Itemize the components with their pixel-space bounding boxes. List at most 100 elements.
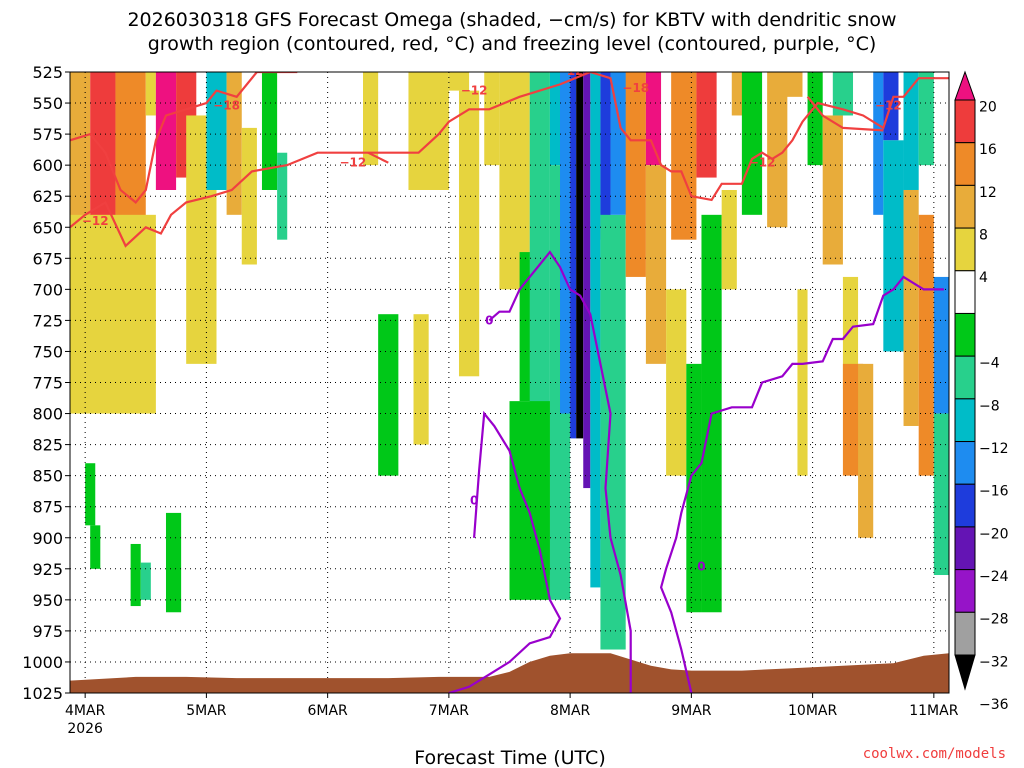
omega-cell: [363, 72, 379, 166]
omega-cell: [696, 72, 717, 178]
dgz-contour-label: −18: [622, 81, 649, 95]
terrain-fill: [70, 653, 949, 693]
colorbar-bin: [954, 227, 976, 272]
y-tick-label: 725: [32, 311, 63, 330]
freezing-contour-line: [488, 250, 632, 693]
y-tick-label: 650: [32, 218, 63, 237]
freezing-contour-line: [448, 410, 562, 693]
colorbar-top-arrow: [954, 70, 976, 101]
chart-title-line-2: growth region (contoured, red, °C) and f…: [148, 33, 877, 55]
colorbar-label: −20: [979, 526, 1009, 542]
omega-cell: [90, 525, 101, 569]
y-tick-label: 600: [32, 156, 63, 175]
freezing-contour-label: 0: [470, 493, 478, 507]
colorbar-label: 16: [979, 142, 997, 158]
colorbar-bin: [954, 526, 976, 571]
omega-cell: [140, 562, 151, 600]
colorbar-label: −32: [979, 654, 1009, 670]
omega-cell: [115, 72, 146, 240]
dgz-contour-label: −12: [340, 156, 367, 170]
omega-cell: [903, 72, 919, 190]
colorbar-label: 12: [979, 185, 997, 201]
omega-cell: [448, 72, 470, 91]
y-tick-label: 750: [32, 342, 63, 361]
omega-cell: [686, 363, 702, 613]
x-tick-label: 9MAR: [671, 703, 712, 719]
colorbar-label: −4: [979, 356, 1000, 372]
y-tick-label: 525: [32, 63, 63, 82]
omega-cell: [933, 413, 949, 576]
omega-cell: [767, 72, 788, 228]
omega-cell: [241, 127, 257, 265]
omega-cell: [721, 189, 737, 290]
colorbar-bin: [954, 312, 976, 357]
freezing-contour-label: 0: [697, 559, 705, 573]
omega-cell: [458, 90, 480, 377]
y-tick-label: 625: [32, 187, 63, 206]
grid-lines: [70, 71, 949, 694]
omega-cell: [807, 72, 823, 166]
dgz-contour-label: −12: [875, 99, 902, 113]
omega-cell: [918, 214, 934, 476]
omega-cell: [918, 72, 934, 166]
dgz-contour-label: −18: [213, 99, 240, 113]
omega-cell: [155, 72, 177, 190]
dgz-contour-line: [367, 151, 389, 164]
freezing-contour-label: 0: [485, 313, 493, 327]
colorbar-label: 8: [979, 227, 988, 243]
colorbar-bin: [954, 441, 976, 485]
x-tick-label: 10MAR: [788, 703, 837, 719]
omega-cell: [408, 72, 449, 190]
omega-cell: [570, 72, 577, 439]
dgz-contour-label: −12: [82, 214, 109, 228]
colorbar-legend: 20 16 12 8 4 −4 −8 −12 −16 −20 −24 −28 −32 −36: [954, 70, 1009, 713]
omega-cell: [261, 72, 278, 190]
plot-area: [70, 72, 949, 650]
terrain-surface: [70, 653, 949, 693]
colorbar-label: 4: [979, 270, 988, 286]
colorbar-label: −16: [979, 484, 1009, 500]
colorbar-bin: [954, 483, 976, 528]
omega-cell: [933, 276, 949, 414]
omega-cell: [797, 289, 808, 476]
colorbar-bin: [954, 184, 976, 229]
y-axis: 525 550 575 600 625 650 675 700 725 750 775 800 825 8…: [22, 63, 70, 703]
colorbar-bin: [954, 569, 976, 613]
omega-cell: [600, 72, 611, 240]
x-axis: 4MAR 5MAR 6MAR 7MAR 8MAR 9MAR 10MAR 11MAR: [65, 693, 959, 719]
omega-cell: [560, 72, 571, 414]
chart-title-line-1: 2026030318 GFS Forecast Omega (shaded, −…: [127, 9, 896, 31]
omega-cell: [413, 314, 429, 445]
omega-cell: [226, 72, 242, 215]
dgz-contour-line: [589, 72, 949, 202]
colorbar-label: −28: [979, 612, 1009, 628]
colorbar-bin: [954, 270, 976, 314]
dgz-contour-label: −12: [461, 84, 488, 98]
y-tick-label: 850: [32, 467, 63, 486]
y-tick-label: 925: [32, 560, 63, 579]
y-tick-label: 550: [32, 94, 63, 113]
x-tick-label: 8MAR: [550, 703, 591, 719]
omega-cell: [782, 72, 803, 97]
colorbar-bin: [954, 611, 976, 656]
credit-text: coolwx.com/models: [863, 746, 1006, 762]
omega-cell: [645, 72, 662, 166]
colorbar-bin: [954, 355, 976, 400]
freezing-level-contours: 0 0 0: [448, 250, 944, 693]
y-tick-label: 1025: [22, 684, 63, 703]
dgz-contour-line: [806, 96, 884, 132]
omega-cell: [873, 72, 884, 215]
dgz-contour-line: [70, 72, 298, 204]
omega-cell: [165, 512, 182, 613]
omega-cell: [130, 543, 141, 607]
colorbar-label: −24: [979, 569, 1009, 585]
y-tick-label: 825: [32, 436, 63, 455]
dgz-contour-line: [70, 72, 591, 248]
omega-cell: [858, 363, 874, 538]
colorbar-bin: [954, 99, 976, 144]
y-tick-label: 900: [32, 529, 63, 548]
dgz-contour-label: −12: [557, 64, 584, 78]
omega-cell: [590, 72, 601, 588]
omega-cell: [70, 214, 156, 414]
omega-cell: [666, 289, 687, 476]
